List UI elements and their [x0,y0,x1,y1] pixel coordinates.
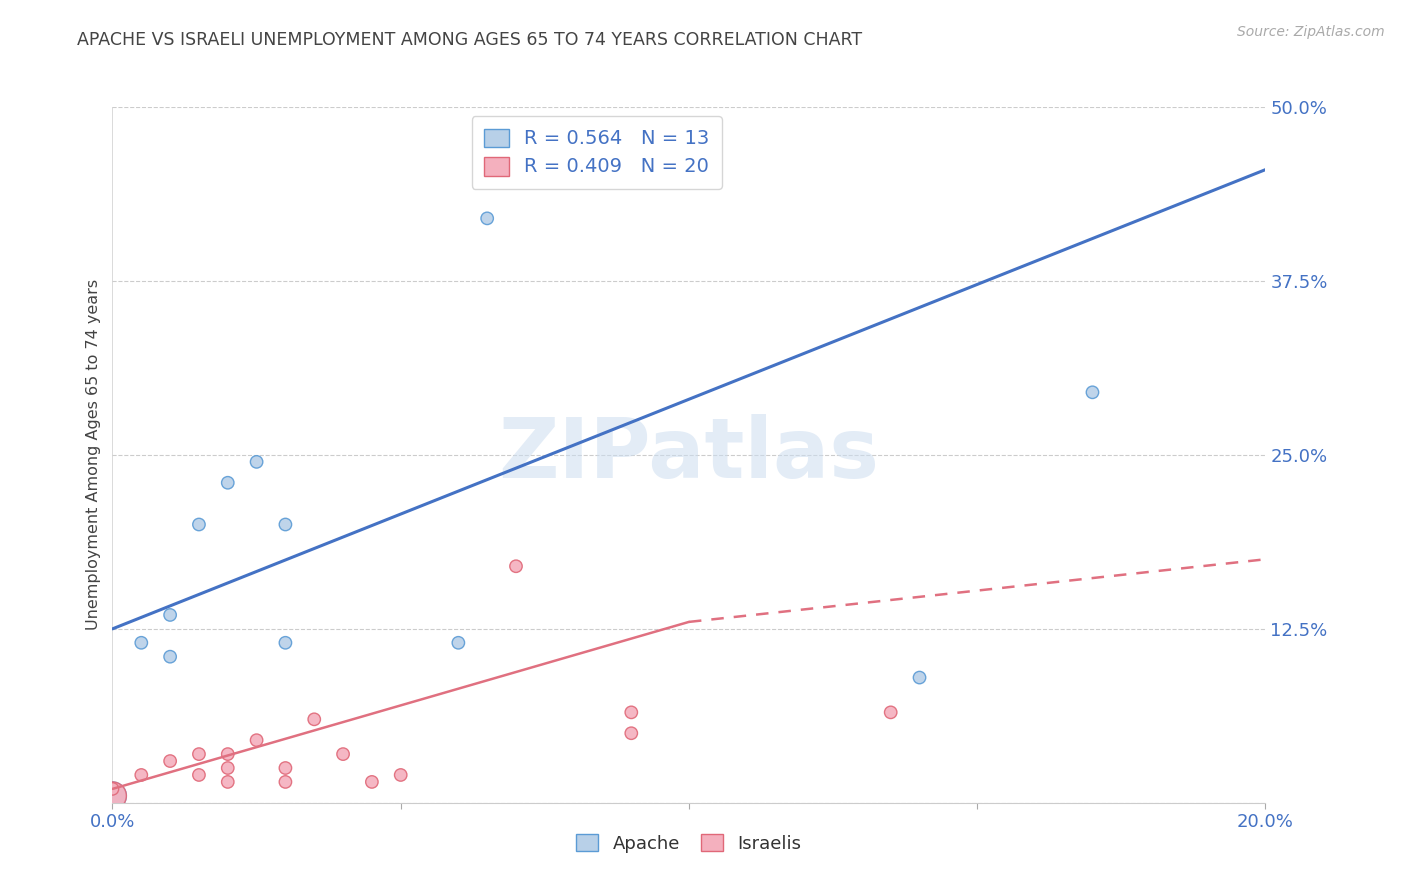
Point [304,712,326,726]
Point [159,754,181,768]
Point [217,747,239,761]
Point [101,789,124,803]
Point [217,761,239,775]
Point [274,761,297,775]
Point [620,706,643,720]
Point [217,475,239,490]
Point [129,636,153,650]
Point [360,775,382,789]
Point [246,455,269,469]
Point [159,607,181,622]
Point [274,775,297,789]
Text: ZIPatlas: ZIPatlas [499,415,879,495]
Point [159,649,181,664]
Y-axis label: Unemployment Among Ages 65 to 74 years: Unemployment Among Ages 65 to 74 years [86,279,101,631]
Point [274,517,297,532]
Point [274,636,297,650]
Point [217,775,239,789]
Point [188,747,211,761]
Point [389,768,412,782]
Point [188,768,211,782]
Point [332,747,354,761]
Point [620,726,643,740]
Point [101,789,124,803]
Point [1081,385,1104,400]
Text: APACHE VS ISRAELI UNEMPLOYMENT AMONG AGES 65 TO 74 YEARS CORRELATION CHART: APACHE VS ISRAELI UNEMPLOYMENT AMONG AGE… [77,31,862,49]
Point [246,733,269,747]
Text: Source: ZipAtlas.com: Source: ZipAtlas.com [1237,25,1385,39]
Point [129,768,153,782]
Point [188,517,211,532]
Point [447,636,470,650]
Point [880,706,903,720]
Point [475,211,499,226]
Legend: Apache, Israelis: Apache, Israelis [569,827,808,860]
Point [908,671,931,685]
Point [101,781,124,796]
Point [505,559,527,574]
